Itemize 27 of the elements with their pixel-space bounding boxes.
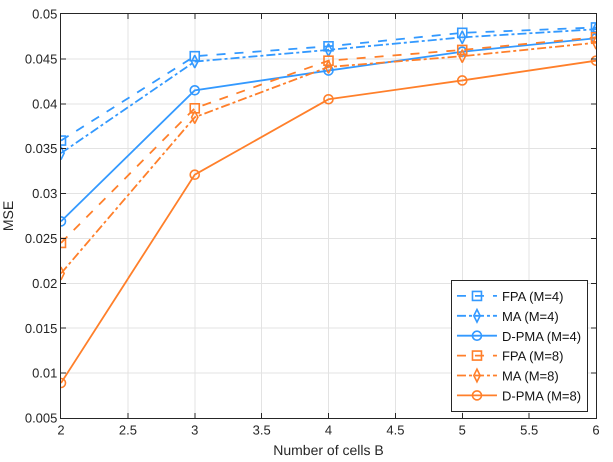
y-axis-title: MSE — [0, 200, 16, 232]
legend-label: FPA (M=4) — [502, 288, 564, 304]
y-tick-label: 0.04 — [32, 96, 58, 112]
y-tick-label: 0.02 — [32, 276, 58, 291]
x-tick-label: 4 — [324, 422, 332, 438]
x-tick-label: 3.5 — [252, 422, 271, 438]
x-axis-title: Number of cells B — [273, 442, 384, 458]
x-tick-label: 3 — [191, 422, 198, 438]
y-tick-label: 0.045 — [24, 51, 58, 66]
y-tick-label: 0.025 — [24, 230, 58, 246]
legend-label: MA (M=8) — [502, 368, 559, 384]
y-tick-label: 0.035 — [24, 141, 58, 156]
legend-label: D-PMA (M=8) — [502, 388, 582, 404]
legend-label: D-PMA (M=4) — [502, 328, 582, 344]
x-tick-label: 4.5 — [386, 422, 404, 438]
legend-label: MA (M=4) — [502, 308, 559, 324]
y-tick-label: 0.03 — [32, 186, 58, 202]
x-tick-label: 5.5 — [520, 422, 538, 438]
x-tick-label: 2.5 — [118, 422, 137, 438]
y-tick-label: 0.005 — [24, 410, 58, 426]
legend-label: FPA (M=8) — [502, 348, 564, 364]
x-tick-label: 6 — [592, 422, 600, 438]
x-tick-label: 5 — [458, 422, 466, 438]
x-tick-label: 2 — [57, 422, 65, 438]
y-tick-label: 0.05 — [32, 6, 58, 22]
y-tick-label: 0.015 — [24, 320, 58, 336]
y-tick-label: 0.01 — [32, 366, 58, 381]
